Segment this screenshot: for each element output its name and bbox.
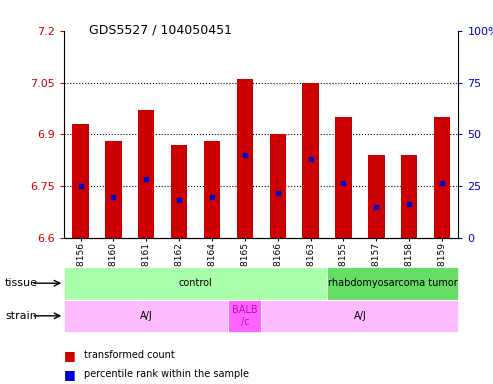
Text: strain: strain xyxy=(5,311,37,321)
Text: transformed count: transformed count xyxy=(84,350,175,360)
Bar xyxy=(105,141,122,238)
Text: percentile rank within the sample: percentile rank within the sample xyxy=(84,369,249,379)
Bar xyxy=(434,117,450,238)
Bar xyxy=(237,79,253,238)
Bar xyxy=(72,124,89,238)
Bar xyxy=(204,141,220,238)
Bar xyxy=(270,134,286,238)
Bar xyxy=(368,155,385,238)
Text: ■: ■ xyxy=(64,349,76,362)
Bar xyxy=(64,300,228,332)
Text: A/J: A/J xyxy=(353,311,366,321)
Bar xyxy=(171,145,187,238)
Text: tissue: tissue xyxy=(5,278,38,288)
Text: BALB
/c: BALB /c xyxy=(232,305,258,327)
Text: GDS5527 / 104050451: GDS5527 / 104050451 xyxy=(89,23,232,36)
Bar xyxy=(335,117,352,238)
Text: A/J: A/J xyxy=(140,311,153,321)
Bar xyxy=(261,300,458,332)
Bar xyxy=(64,267,327,300)
Text: rhabdomyosarcoma tumor: rhabdomyosarcoma tumor xyxy=(328,278,458,288)
Bar xyxy=(401,155,418,238)
Bar xyxy=(327,267,458,300)
Bar xyxy=(302,83,319,238)
Bar xyxy=(138,110,154,238)
Bar xyxy=(228,300,261,332)
Text: control: control xyxy=(178,278,212,288)
Text: ■: ■ xyxy=(64,368,76,381)
